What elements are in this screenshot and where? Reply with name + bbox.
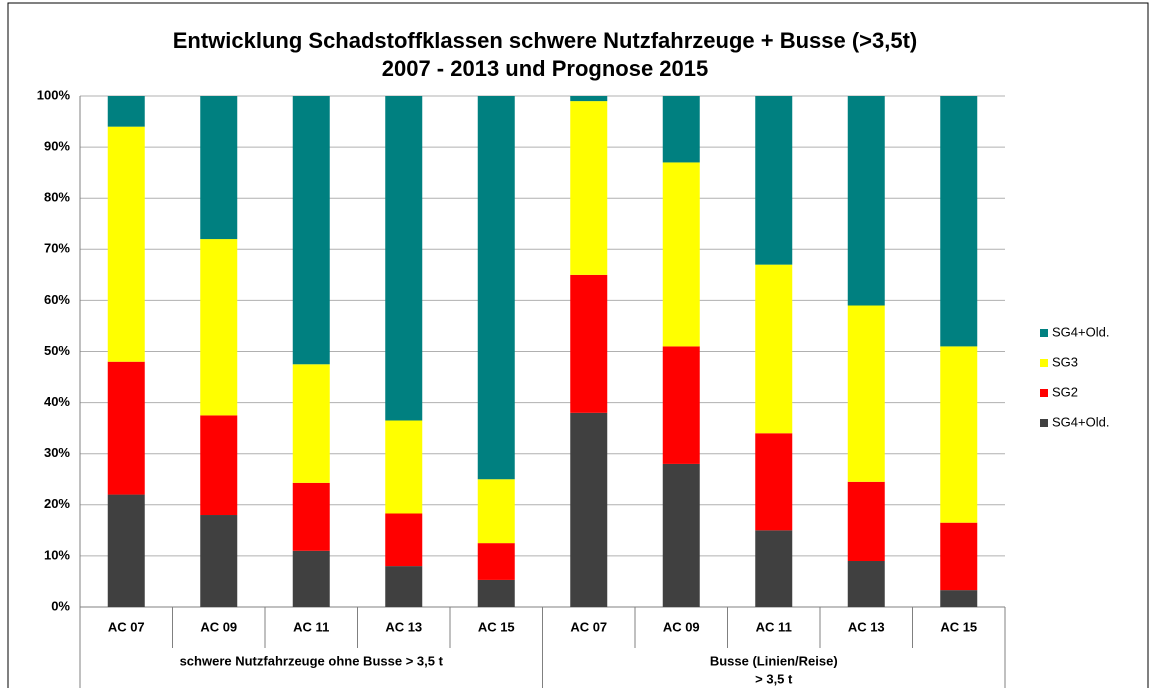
y-tick-label: 50% [44, 343, 70, 358]
bar-segment [847, 561, 885, 607]
bar-segment [940, 522, 978, 591]
x-tick-label: AC 11 [756, 619, 792, 634]
x-tick-label: AC 09 [200, 619, 237, 634]
bar-segment [292, 550, 330, 607]
bar-segment [292, 482, 330, 551]
y-tick-label: 20% [44, 496, 70, 511]
y-tick-label: 70% [44, 241, 70, 256]
y-tick-label: 40% [44, 394, 70, 409]
bar-segment [847, 481, 885, 562]
group-label: > 3,5 t [755, 671, 793, 686]
bar-segment [847, 305, 885, 482]
bar-segment [200, 515, 238, 607]
bar-segment [662, 346, 700, 464]
x-tick-label: AC 07 [570, 619, 607, 634]
bar-segment [662, 162, 700, 347]
bar-segment [292, 364, 330, 483]
legend-swatch [1040, 419, 1048, 427]
bar-segment [570, 412, 608, 607]
y-tick-label: 10% [44, 547, 70, 562]
x-tick-label: AC 13 [848, 619, 885, 634]
bar-segment [385, 96, 423, 421]
bar-segment [107, 126, 145, 362]
bar-segment [477, 579, 515, 607]
bar-segment [477, 479, 515, 544]
bar-segment [200, 239, 238, 416]
bar-segment [570, 274, 608, 413]
y-tick-label: 0% [51, 598, 70, 613]
bar-segment [107, 96, 145, 127]
bar-segment [200, 415, 238, 516]
bar-segment [662, 463, 700, 607]
legend-label: SG2 [1052, 384, 1078, 399]
bar-segment [292, 96, 330, 365]
bar-segment [847, 96, 885, 306]
x-tick-label: AC 07 [108, 619, 145, 634]
chart-subtitle: 2007 - 2013 und Prognose 2015 [382, 56, 709, 81]
x-tick-label: AC 11 [293, 619, 329, 634]
bar-segment [385, 420, 423, 514]
bar-segment [940, 346, 978, 523]
bar-segment [107, 361, 145, 495]
y-tick-label: 100% [37, 87, 71, 102]
group-label: Busse (Linien/Reise) [710, 653, 838, 668]
bar-segment [385, 513, 423, 567]
legend-label: SG3 [1052, 354, 1078, 369]
bar-segment [940, 96, 978, 347]
x-tick-label: AC 13 [385, 619, 422, 634]
bar-segment [107, 494, 145, 607]
y-tick-label: 60% [44, 292, 70, 307]
legend-swatch [1040, 359, 1048, 367]
bar-segment [200, 96, 238, 240]
chart-frame [7, 2, 1149, 688]
legend-label: SG4+Old. [1052, 414, 1109, 429]
bar-segment [755, 433, 793, 531]
chart-title: Entwicklung Schadstoffklassen schwere Nu… [173, 28, 918, 53]
bar-segment [385, 566, 423, 607]
group-label: schwere Nutzfahrzeuge ohne Busse > 3,5 t [180, 653, 444, 668]
x-tick-label: AC 15 [478, 619, 515, 634]
y-tick-label: 90% [44, 139, 70, 154]
bar-segment [662, 96, 700, 163]
legend-swatch [1040, 329, 1048, 337]
bar-segment [477, 543, 515, 580]
bar-segment [755, 96, 793, 265]
bar-segment [570, 101, 608, 275]
bar-segment [755, 264, 793, 434]
x-tick-label: AC 15 [940, 619, 977, 634]
x-tick-label: AC 09 [663, 619, 700, 634]
bar-segment [477, 96, 515, 480]
y-tick-label: 80% [44, 190, 70, 205]
bar-segment [755, 530, 793, 607]
bar-segment [570, 96, 608, 102]
y-tick-label: 30% [44, 445, 70, 460]
legend-swatch [1040, 389, 1048, 397]
legend-label: SG4+Old. [1052, 324, 1109, 339]
bar-segment [940, 590, 978, 607]
